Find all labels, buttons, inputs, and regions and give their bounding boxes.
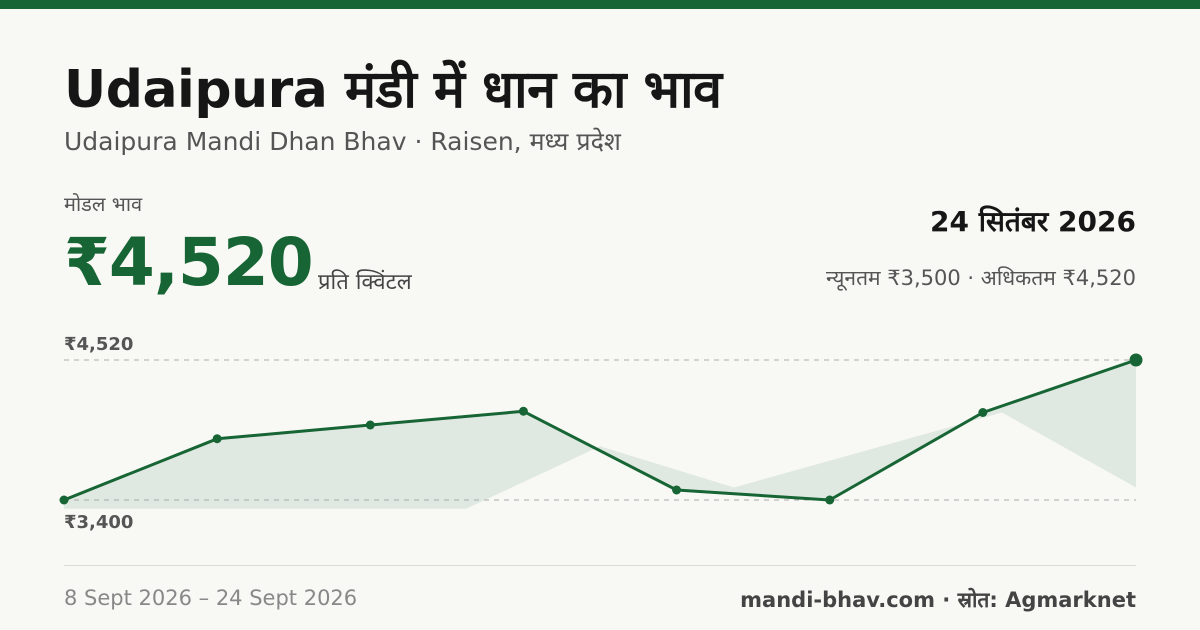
price-date: 24 सितंबर 2026 — [930, 205, 1136, 238]
price-point — [59, 495, 69, 505]
modal-price-value: ₹4,520 — [64, 224, 314, 301]
price-point — [672, 485, 682, 495]
page-subtitle: Udaipura Mandi Dhan Bhav · Raisen, मध्य … — [64, 127, 621, 156]
modal-price-line — [63, 358, 1137, 502]
price-trend-chart: ₹4,520 ₹3,400 — [59, 334, 1143, 533]
max-reference-label: ₹4,520 — [64, 334, 133, 355]
price-point — [825, 495, 835, 505]
min-max-range: न्यूनतम ₹3,500 · अधिकतम ₹4,520 — [826, 266, 1136, 290]
latest-price-point — [1129, 353, 1143, 367]
price-point — [212, 434, 222, 444]
price-point — [365, 420, 375, 430]
source-credit: mandi-bhav.com · स्रोत: Agmarknet — [740, 588, 1136, 612]
price-point — [518, 406, 528, 416]
footer-divider — [64, 565, 1136, 566]
price-point — [978, 408, 988, 417]
page-title: Udaipura मंडी में धान का भाव — [64, 60, 722, 120]
data-points — [59, 353, 1143, 505]
modal-price-label: मोडल भाव — [64, 192, 143, 216]
price-unit: प्रति क्विंटल — [318, 270, 412, 295]
min-reference-label: ₹3,400 — [64, 512, 133, 533]
min-max-band — [64, 360, 1136, 509]
top-accent-bar — [0, 0, 1200, 9]
date-range: 8 Sept 2026 – 24 Sept 2026 — [64, 586, 358, 610]
